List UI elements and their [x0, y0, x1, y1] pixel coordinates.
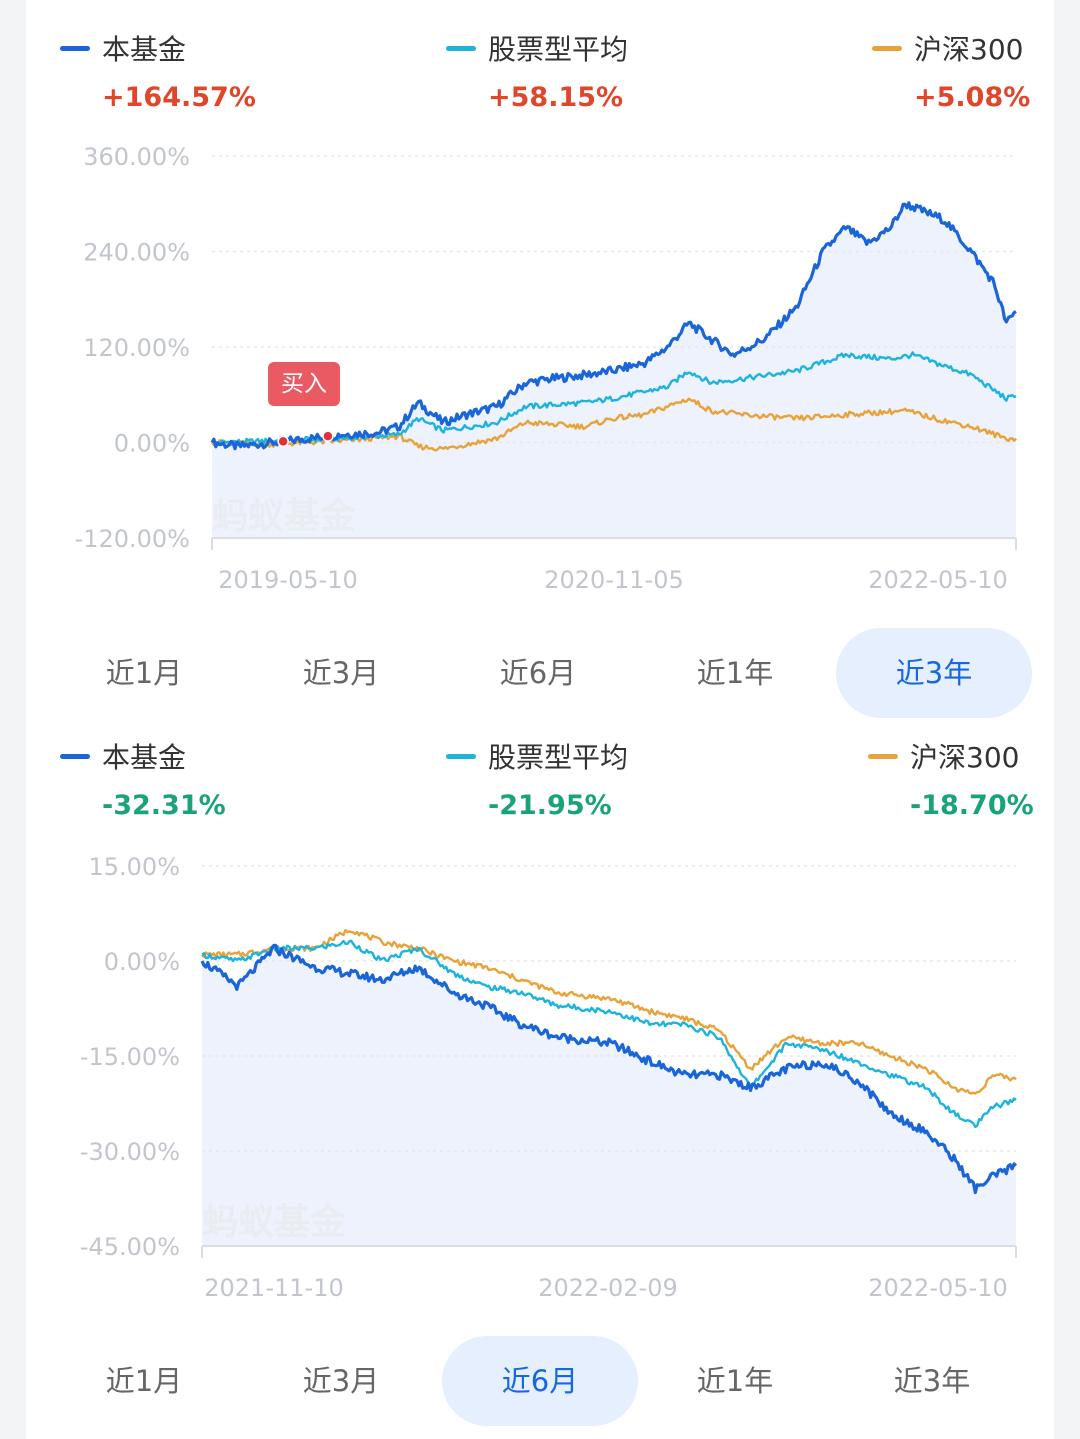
y-tick-label: 15.00% — [88, 853, 180, 881]
x-tick-label: 2019-05-10 — [218, 566, 357, 594]
y-tick-label: 0.00% — [104, 948, 180, 976]
y-tick-label: 360.00% — [83, 143, 190, 171]
watermark-text: 蚂蚁基金 — [212, 495, 357, 537]
tab-1-month[interactable]: 近1月 — [105, 656, 183, 690]
legend-fund-name: 本基金 — [102, 33, 187, 66]
legend-index-value: +5.08% — [914, 82, 1031, 113]
legend-category-avg-value: +58.15% — [488, 82, 624, 113]
legend-category-avg: 股票型平均 -21.95% — [446, 736, 628, 821]
series-area-fund — [212, 202, 1016, 539]
tab-6-months[interactable]: 近6月 — [442, 1336, 638, 1426]
tab-3-months[interactable]: 近3月 — [302, 656, 380, 690]
legend-index-name: 沪深300 — [910, 741, 1020, 774]
series-line-category_avg — [201, 939, 1017, 1129]
legend-category-avg-value: -21.95% — [488, 790, 612, 821]
y-tick-label: -15.00% — [80, 1043, 180, 1071]
series-line-index — [201, 928, 1017, 1095]
x-tick-label: 2022-02-09 — [538, 1274, 677, 1302]
series-line-category_avg — [211, 351, 1017, 446]
y-tick-label: -30.00% — [80, 1138, 180, 1166]
legend-line-icon — [872, 45, 902, 51]
y-tick-label: -45.00% — [80, 1233, 180, 1261]
legend-fund-value: +164.57% — [102, 82, 256, 113]
x-tick-label: 2022-05-10 — [868, 1274, 1007, 1302]
period-tabs: 近1月 近3月 近6月 近1年 近3年 — [46, 628, 1036, 718]
legend-fund-value: -32.31% — [102, 790, 226, 821]
y-tick-label: 0.00% — [114, 430, 190, 458]
chart-panel-3y: 本基金 +164.57% 股票型平均 +58.15% 沪深300 +5.08% … — [46, 28, 1036, 718]
legend-line-icon — [446, 45, 476, 51]
series-line-fund — [210, 201, 1017, 451]
tab-1-year[interactable]: 近1年 — [696, 656, 774, 690]
legend-index-value: -18.70% — [910, 790, 1034, 821]
legend-line-icon — [446, 753, 476, 759]
y-tick-label: 240.00% — [83, 239, 190, 267]
tab-3-months[interactable]: 近3月 — [302, 1364, 380, 1398]
legend-fund-name: 本基金 — [102, 741, 187, 774]
legend-index: 沪深300 -18.70% — [868, 736, 1034, 821]
tab-1-month[interactable]: 近1月 — [105, 1364, 183, 1398]
tab-6-months[interactable]: 近6月 — [499, 656, 577, 690]
buy-marker-dot — [277, 435, 289, 448]
watermark-text: 蚂蚁基金 — [202, 1201, 347, 1243]
x-tick-label: 2021-11-10 — [204, 1274, 343, 1302]
series-area-fund — [202, 945, 1016, 1246]
legend-index-name: 沪深300 — [914, 33, 1024, 66]
legend-line-icon — [868, 753, 898, 759]
legend-category-avg: 股票型平均 +58.15% — [446, 28, 628, 113]
buy-marker-dot — [322, 430, 334, 442]
y-tick-label: 120.00% — [83, 334, 190, 362]
performance-chart-6m: 15.00% 0.00% -15.00% -30.00% -45.00% 蚂蚁基金 2021… — [80, 853, 1018, 1302]
chart-panel-6m: 本基金 -32.31% 股票型平均 -21.95% 沪深300 -18.70% … — [0, 720, 1080, 1439]
tab-3-years[interactable]: 近3年 — [836, 628, 1032, 718]
legend-line-icon — [60, 45, 90, 51]
legend-fund: 本基金 +164.57% — [60, 28, 256, 113]
period-tabs: 近1月 近3月 近6月 近1年 近3年 — [46, 1336, 1036, 1426]
series-line-fund — [200, 943, 1018, 1195]
y-tick-label: -120.00% — [75, 525, 190, 553]
legend-category-avg-name: 股票型平均 — [488, 33, 629, 66]
x-tick-label: 2022-05-10 — [868, 566, 1007, 594]
legend-fund: 本基金 -32.31% — [60, 736, 226, 821]
buy-marker-badge: 买入 — [268, 362, 340, 406]
legend-line-icon — [60, 753, 90, 759]
x-tick-label: 2020-11-05 — [544, 566, 683, 594]
legend-index: 沪深300 +5.08% — [872, 28, 1030, 113]
series-line-index — [211, 397, 1017, 452]
tab-1-year[interactable]: 近1年 — [696, 1364, 774, 1398]
performance-chart-3y: 360.00% 240.00% 120.00% 0.00% -120.00% 蚂蚁基金 20… — [75, 143, 1017, 594]
legend-category-avg-name: 股票型平均 — [488, 741, 629, 774]
tab-3-years[interactable]: 近3年 — [893, 1364, 971, 1398]
